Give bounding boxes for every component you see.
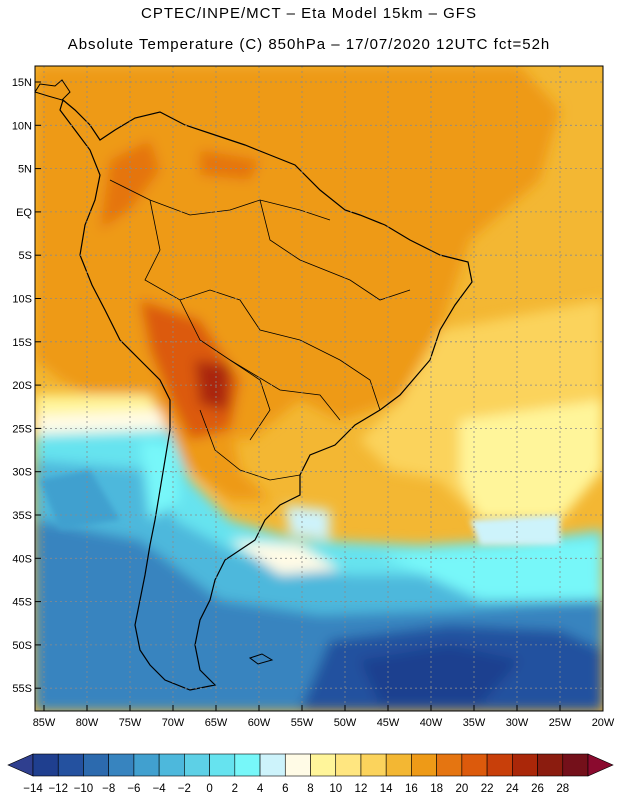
colorbar-swatch	[486, 753, 513, 777]
lat-label: 10N	[12, 120, 32, 132]
colorbar-swatch	[385, 753, 412, 777]
lon-label: 75W	[119, 717, 142, 729]
colorbar-label: −8	[102, 783, 115, 795]
lon-label: 85W	[33, 717, 56, 729]
lat-label: 5N	[18, 164, 32, 176]
colorbar-swatch	[133, 753, 160, 777]
lon-label: 80W	[76, 717, 99, 729]
colorbar-label: 22	[481, 783, 494, 795]
colorbar	[7, 753, 614, 777]
colorbar-label: 26	[531, 783, 544, 795]
colorbar-swatch	[537, 753, 564, 777]
country-borders	[109, 179, 411, 481]
colorbar-label: −12	[48, 783, 68, 795]
lat-label: 35S	[12, 510, 32, 522]
lat-label: EQ	[16, 207, 32, 219]
colorbar-label: 4	[257, 783, 264, 795]
falkland-islands	[248, 653, 274, 665]
colorbar-label: 0	[206, 783, 212, 795]
colorbar-label: 28	[556, 783, 569, 795]
colorbar-swatch	[284, 753, 311, 777]
lat-label: 45S	[12, 597, 32, 609]
lat-label: 40S	[12, 553, 32, 565]
lon-label: 20W	[592, 717, 615, 729]
lon-label: 55W	[291, 717, 314, 729]
lon-label: 60W	[248, 717, 271, 729]
colorbar-label: 20	[455, 783, 468, 795]
lon-label: 70W	[162, 717, 185, 729]
colorbar-swatch	[461, 753, 488, 777]
lat-label: 15N	[12, 77, 32, 89]
lon-label: 35W	[463, 717, 486, 729]
colorbar-label: 8	[307, 783, 313, 795]
colorbar-label: 12	[355, 783, 368, 795]
lat-label: 5S	[19, 250, 32, 262]
colorbar-under-arrow	[7, 753, 34, 777]
colorbar-label: 10	[329, 783, 342, 795]
colorbar-swatch	[209, 753, 236, 777]
colorbar-swatch	[57, 753, 84, 777]
lat-label: 50S	[12, 640, 32, 652]
colorbar-swatch	[360, 753, 387, 777]
lat-label: 15S	[12, 337, 32, 349]
colorbar-swatch	[83, 753, 109, 777]
colorbar-swatch	[436, 753, 463, 777]
lon-label: 45W	[377, 717, 400, 729]
colorbar-swatch	[562, 753, 589, 777]
colorbar-label: −4	[153, 783, 167, 795]
lon-label: 40W	[420, 717, 443, 729]
lat-label: 25S	[12, 423, 32, 435]
colorbar-swatch	[158, 753, 185, 777]
lat-label: 55S	[12, 683, 32, 695]
lat-label: 30S	[12, 467, 32, 479]
colorbar-swatch	[512, 753, 538, 777]
latitude-labels: 15N 10N 5N EQ 5S 10S 15S 20S 25S 30S 35S 40S 45S 50S 5…	[12, 77, 33, 695]
colorbar-over-arrow	[587, 753, 614, 777]
coastline-outline	[59, 98, 473, 691]
central-america-outline	[34, 79, 71, 101]
lon-label: 30W	[506, 717, 529, 729]
colorbar-label: −2	[178, 783, 191, 795]
colorbar-swatch	[335, 753, 362, 777]
colorbar-labels: −14 −12 −10 −8 −6 −4 −2 0 2 4 6 8 10 12 14 16 18 20 22 24 26…	[23, 783, 569, 795]
lat-label: 10S	[12, 294, 32, 306]
colorbar-swatch	[234, 753, 261, 777]
colorbar-label: 16	[405, 783, 418, 795]
colorbar-swatch	[32, 753, 59, 777]
colorbar-swatch	[259, 753, 286, 777]
lat-label: 20S	[12, 380, 32, 392]
colorbar-swatch	[411, 753, 437, 777]
lon-label: 25W	[549, 717, 572, 729]
lon-label: 65W	[205, 717, 228, 729]
longitude-labels: 85W 80W 75W 70W 65W 60W 55W 50W 45W 40W 35W 30W 25W 2…	[33, 717, 615, 729]
lon-label: 50W	[334, 717, 357, 729]
colorbar-label: −10	[74, 783, 94, 795]
colorbar-swatch	[310, 753, 337, 777]
colorbar-label: −6	[127, 783, 140, 795]
colorbar-swatch	[184, 753, 210, 777]
title-line-2: Absolute Temperature (C) 850hPa – 17/07/…	[67, 36, 551, 53]
colorbar-swatch	[108, 753, 135, 777]
colorbar-label: 18	[430, 783, 443, 795]
colorbar-label: 24	[506, 783, 519, 795]
title-line-1: CPTEC/INPE/MCT – Eta Model 15km – GFS	[141, 5, 477, 22]
colorbar-label: 14	[380, 783, 393, 795]
colorbar-label: 6	[282, 783, 288, 795]
temperature-field	[35, 66, 603, 711]
colorbar-label: −14	[23, 783, 43, 795]
colorbar-label: 2	[232, 783, 238, 795]
map-frame	[34, 65, 604, 712]
